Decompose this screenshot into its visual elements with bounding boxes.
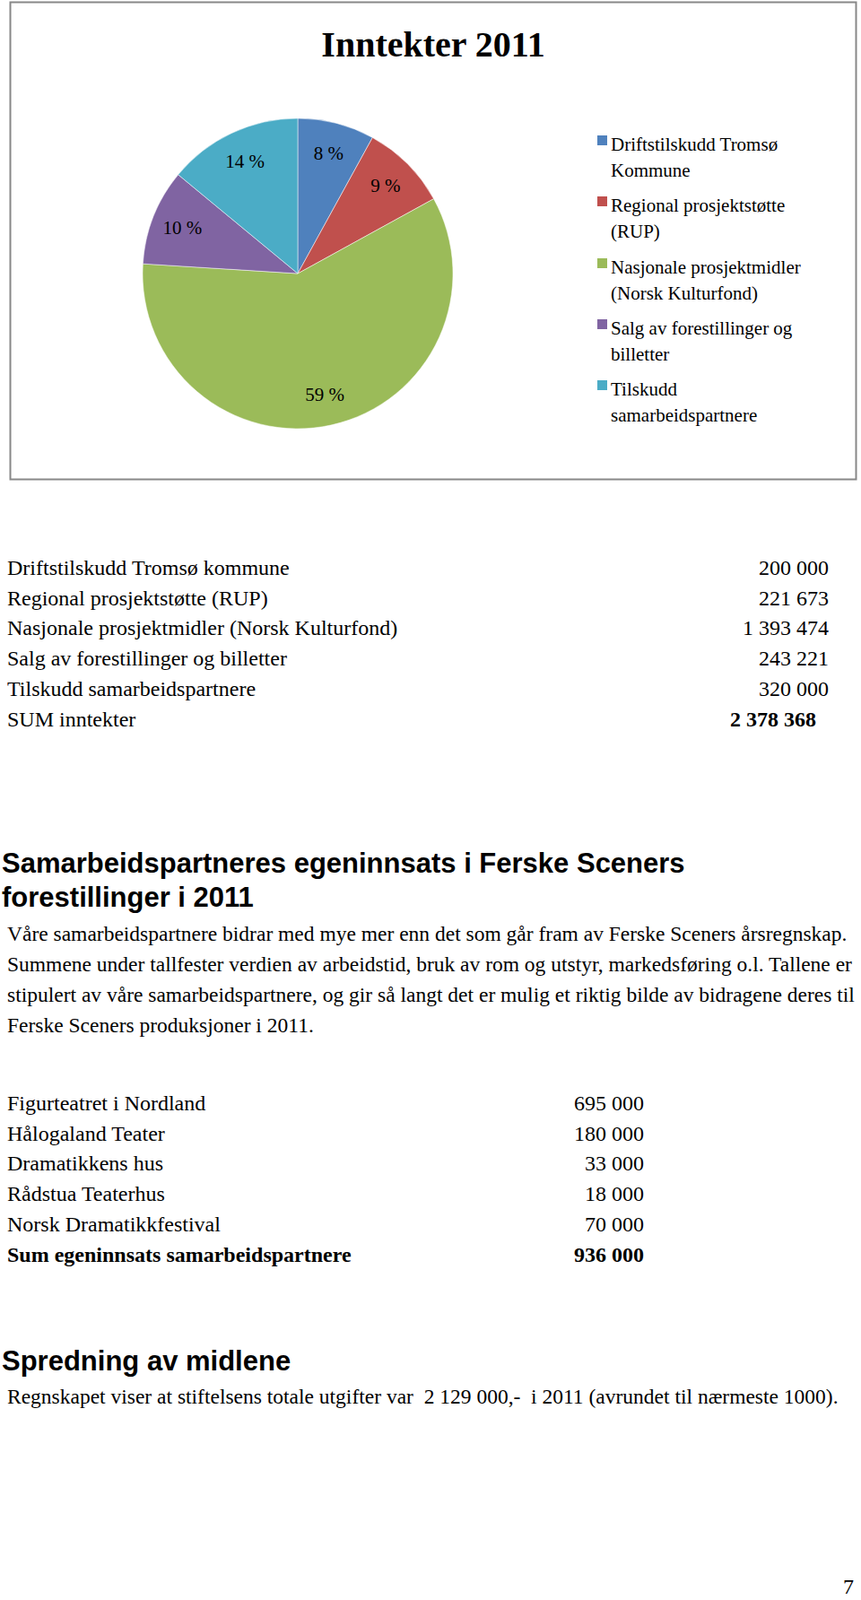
data-label: 9 % xyxy=(370,174,401,197)
legend-entry: Salg av forestillinger og billetter xyxy=(610,315,827,368)
legend-entry: Driftstilskudd Tromsø Kommune xyxy=(610,131,827,184)
data-label: 10 % xyxy=(162,217,202,239)
heading: Samarbeidspartneres egeninnsats i Ferske… xyxy=(1,846,809,915)
row-label: Nasjonale prosjektmidler (Norsk Kulturfo… xyxy=(7,616,398,641)
chart: Inntekter 2011 8 % 9 % 59 % 10 % 14 % xyxy=(0,0,861,503)
total-label: SUM inntekter xyxy=(7,707,136,732)
data-label: 8 % xyxy=(313,142,344,165)
row-label: Rådstua Teaterhus xyxy=(7,1182,166,1207)
row-label: Tilskudd samarbeidspartnere xyxy=(7,677,256,702)
row-label: Regional prosjektstøtte (RUP) xyxy=(7,586,269,611)
page-number: 7 xyxy=(843,1574,854,1600)
legend-entry: Regional prosjektstøtte (RUP) xyxy=(610,192,827,245)
heading: Spredning av midlene xyxy=(1,1345,291,1378)
row-value: 1 393 474 xyxy=(742,616,829,641)
paragraph: Våre samarbeidspartnere bidrar med mye m… xyxy=(7,918,855,1041)
legend-swatch xyxy=(597,319,608,330)
row-label: Hålogaland Teater xyxy=(7,1121,166,1147)
total-label: Sum egeninnsats samarbeidspartnere xyxy=(7,1243,352,1268)
chart-title: Inntekter 2011 xyxy=(321,24,545,65)
paragraph: Regnskapet viser at stiftelsens totale u… xyxy=(7,1381,851,1412)
row-value: 70 000 xyxy=(0,1212,644,1237)
row-label: Dramatikkens hus xyxy=(7,1151,164,1176)
row-label: Norsk Dramatikkfestival xyxy=(7,1212,221,1237)
row-label: Driftstilskudd Tromsø kommune xyxy=(7,556,290,581)
row-value: 180 000 xyxy=(0,1121,644,1147)
row-value: 200 000 xyxy=(758,556,829,581)
row-value: 33 000 xyxy=(0,1151,644,1176)
row-value: 221 673 xyxy=(758,586,829,611)
row-value: 243 221 xyxy=(758,646,829,671)
data-labels: 8 % 9 % 59 % 10 % 14 % xyxy=(162,142,401,406)
data-label: 14 % xyxy=(225,150,265,173)
legend-swatch xyxy=(597,196,608,207)
row-label: Salg av forestillinger og billetter xyxy=(7,646,287,671)
row-value: 320 000 xyxy=(758,677,829,702)
data-label: 59 % xyxy=(304,383,345,406)
row-value: 18 000 xyxy=(0,1182,644,1207)
chart-frame xyxy=(10,2,857,480)
total-value: 2 378 368 xyxy=(730,707,817,732)
legend-swatch xyxy=(597,135,608,146)
legend-entry: Nasjonale prosjektmidler (Norsk Kulturfo… xyxy=(610,254,827,307)
legend-swatch xyxy=(597,380,608,391)
legend-swatch xyxy=(597,258,608,269)
slices xyxy=(142,118,453,429)
legend-entry: Tilskudd samarbeidspartnere xyxy=(610,376,827,429)
total-value: 936 000 xyxy=(0,1243,644,1268)
row-label: Figurteatret i Nordland xyxy=(7,1091,206,1116)
row-value: 695 000 xyxy=(0,1091,644,1116)
pie-slice xyxy=(178,118,298,274)
